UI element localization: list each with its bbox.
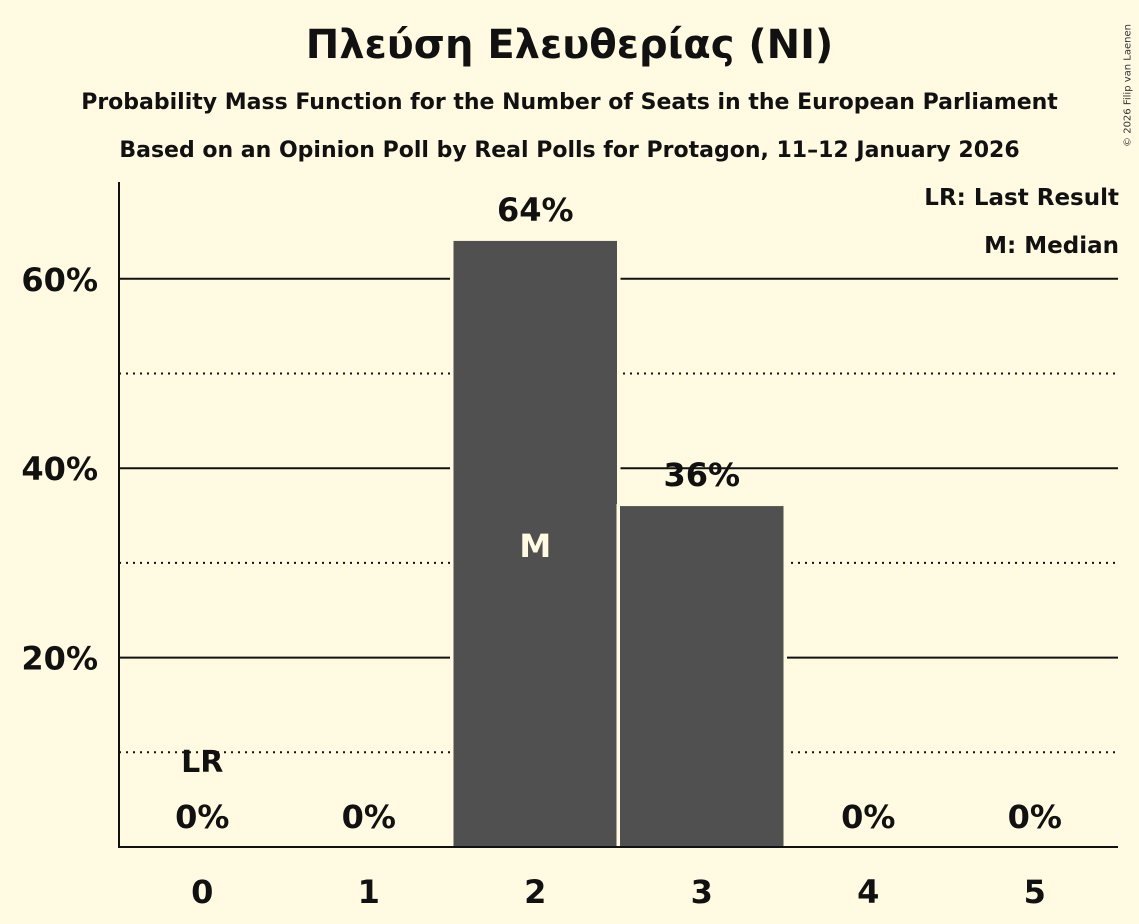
last-result-marker: LR <box>181 745 223 780</box>
x-tick-label: 3 <box>691 873 713 911</box>
chart-title: Πλεύση Ελευθερίας (NI) <box>305 22 834 68</box>
y-tick-label: 60% <box>21 261 98 299</box>
bar <box>620 506 784 847</box>
y-tick-label: 20% <box>21 640 98 678</box>
x-tick-label: 1 <box>358 873 380 911</box>
x-tick-label: 0 <box>191 873 213 911</box>
legend-median: M: Median <box>984 233 1119 259</box>
x-tick-label: 4 <box>857 873 879 911</box>
bar-value-label: 64% <box>497 191 574 229</box>
y-tick-label: 40% <box>21 450 98 488</box>
chart-subtitle: Probability Mass Function for the Number… <box>81 90 1058 115</box>
bar-value-label: 0% <box>841 798 895 836</box>
bar-value-label: 36% <box>663 456 740 494</box>
chart-source-line: Based on an Opinion Poll by Real Polls f… <box>119 138 1020 163</box>
bar-value-label: 0% <box>342 798 396 836</box>
bar-value-label: 0% <box>1008 798 1062 836</box>
median-marker: M <box>519 527 551 565</box>
bar <box>453 240 617 848</box>
bar-value-label: 0% <box>175 798 229 836</box>
x-tick-label: 2 <box>524 873 546 911</box>
legend-last-result: LR: Last Result <box>924 185 1119 211</box>
x-tick-label: 5 <box>1024 873 1046 911</box>
